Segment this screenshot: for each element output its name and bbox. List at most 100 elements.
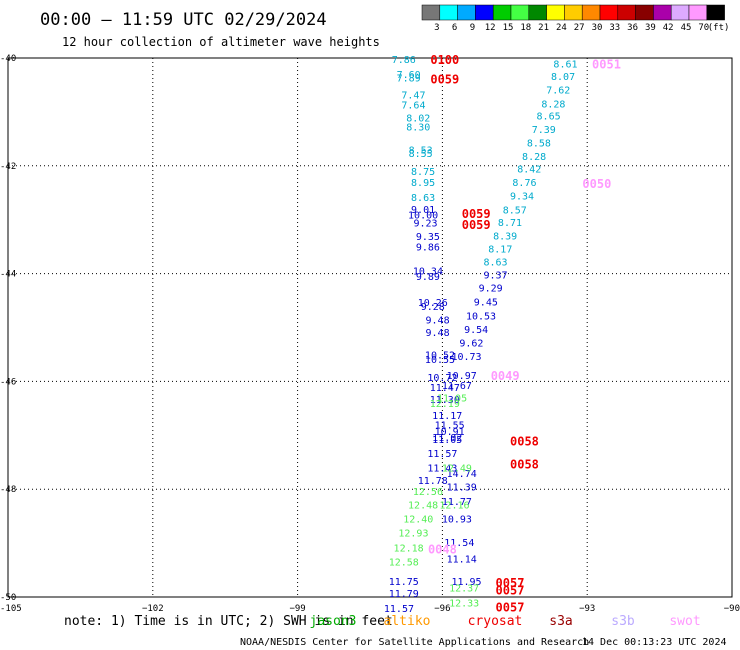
- data-point-label: 11.95: [451, 577, 481, 588]
- colorbar-swatch: [457, 4, 476, 21]
- time-label: 0059: [462, 218, 491, 232]
- data-point-label: 8.71: [498, 218, 522, 229]
- data-point-label: 8.76: [512, 178, 536, 189]
- time-labels: 0100005900510050005900590049005800580048…: [428, 53, 621, 615]
- data-point-label: 8.30: [406, 122, 430, 133]
- data-point-label: 11.17: [432, 411, 462, 422]
- colorbar-swatch: [564, 4, 583, 21]
- time-label: 0051: [592, 57, 621, 71]
- data-point-label: 8.53: [409, 146, 433, 157]
- y-tick-label: -44: [0, 270, 16, 280]
- data-point-label: 9.86: [416, 243, 440, 254]
- colorbar-swatch: [599, 4, 619, 21]
- data-point-label: 14.74: [447, 469, 477, 480]
- data-point-label: 10.53: [466, 312, 496, 323]
- data-point-label: 8.75: [411, 167, 435, 178]
- colorbar-label: 21: [538, 23, 549, 33]
- time-label: 0059: [430, 72, 459, 86]
- data-points: 7.86 7.607.89 7.477.64 8.028.30 8.538.55 8.75…: [384, 55, 578, 615]
- data-point-label: 11.30: [430, 395, 460, 406]
- data-point-label: 8.63: [411, 193, 435, 204]
- data-point-label: 7.62: [546, 85, 570, 96]
- data-point-label: 9.45: [474, 298, 498, 309]
- data-point-label: 9.54: [464, 325, 488, 336]
- colorbar-swatch: [510, 4, 530, 21]
- colorbar-label: 3: [434, 23, 439, 33]
- data-point-label: 7.60: [397, 70, 421, 81]
- data-point-label: 11.79: [389, 589, 419, 600]
- colorbar-label: 45: [681, 23, 692, 33]
- data-point-label: 10.00: [408, 210, 438, 221]
- data-point-label: 7.39: [532, 125, 556, 136]
- data-point-label: 8.39: [493, 231, 517, 242]
- data-point-label: 12.40: [403, 514, 433, 525]
- colorbar-swatch: [635, 4, 654, 21]
- y-tick-label: -40: [0, 54, 16, 64]
- colorbar-label: 70: [698, 23, 709, 33]
- data-point-label: 7.89: [397, 73, 421, 84]
- data-point-label: 9.23: [413, 218, 437, 229]
- x-tick-label: −93: [579, 604, 595, 614]
- credit-text: NOAA/NESDIS Center for Satellite Applica…: [240, 637, 589, 648]
- data-point-label: 11.05: [432, 435, 462, 446]
- satellite-legend-altiko: altiko: [384, 614, 431, 629]
- data-point-label: 9.34: [510, 191, 534, 202]
- data-point-label: 8.57: [503, 205, 527, 216]
- data-point-label: 10.93: [442, 514, 472, 525]
- colorbar-label: 33: [609, 23, 620, 33]
- colorbar-label: 27: [574, 23, 585, 33]
- satellite-legend-cryosat: cryosat: [468, 614, 523, 629]
- colorbar-label: 30: [592, 23, 603, 33]
- colorbar-label: 36: [627, 23, 638, 33]
- colorbar-swatch: [528, 4, 547, 21]
- data-point-label: 8.07: [551, 72, 575, 83]
- x-tick-label: −90: [724, 604, 740, 614]
- data-point-label: 11.02: [432, 433, 462, 444]
- time-label: 0057: [496, 601, 525, 615]
- data-point-label: 8.61: [553, 59, 577, 70]
- x-tick-label: −96: [434, 604, 450, 614]
- data-point-label: 12.58: [389, 557, 419, 568]
- data-point-label: 11.05: [437, 394, 467, 405]
- time-label: 0048: [428, 542, 457, 556]
- colorbar-swatch: [688, 4, 708, 21]
- data-point-label: 11.55: [435, 421, 465, 432]
- data-point-label: 11.54: [444, 538, 474, 549]
- data-point-label: 11.14: [447, 555, 477, 566]
- data-point-label: 11.57: [384, 604, 414, 615]
- data-point-label: 10.34: [413, 266, 443, 277]
- y-tick-label: -48: [0, 485, 16, 495]
- y-tick-label: -46: [0, 377, 16, 387]
- plot-area: [7, 57, 733, 598]
- data-point-label: 9.01: [411, 205, 435, 216]
- time-label: 0057: [496, 583, 525, 597]
- colorbar-label: 24: [556, 23, 567, 33]
- data-point-label: 8.28: [541, 99, 565, 110]
- colorbar-swatch: [421, 4, 441, 21]
- data-point-label: 12.49: [442, 464, 472, 475]
- colorbar-label: 18: [520, 23, 531, 33]
- colorbar-swatch: [546, 4, 565, 21]
- data-point-label: 9.28: [421, 302, 445, 313]
- data-point-label: 9.89: [416, 272, 440, 283]
- data-point-label: 12.93: [398, 528, 428, 539]
- colorbar-swatch: [670, 4, 690, 21]
- data-point-label: 11.39: [447, 483, 477, 494]
- time-label: 0057: [496, 576, 525, 590]
- time-label: 0050: [582, 177, 611, 191]
- data-point-label: 8.65: [537, 112, 561, 123]
- y-tick-label: -50: [0, 593, 16, 603]
- data-point-label: 8.28: [522, 152, 546, 163]
- chart-subtitle: 12 hour collection of altimeter wave hei…: [62, 35, 380, 49]
- data-point-label: 9.48: [426, 328, 450, 339]
- data-point-label: 8.02: [406, 113, 430, 124]
- data-point-label: 9.35: [416, 232, 440, 243]
- data-point-label: 12.48: [408, 500, 438, 511]
- data-point-label: 8.42: [517, 164, 541, 175]
- x-tick-label: −99: [289, 604, 305, 614]
- data-point-label: 11.77: [442, 497, 472, 508]
- data-point-label: 8.95: [411, 178, 435, 189]
- data-point-label: 11.57: [427, 449, 457, 460]
- data-point-label: 11.67: [442, 381, 472, 392]
- colorbar-label: (ft): [708, 23, 730, 33]
